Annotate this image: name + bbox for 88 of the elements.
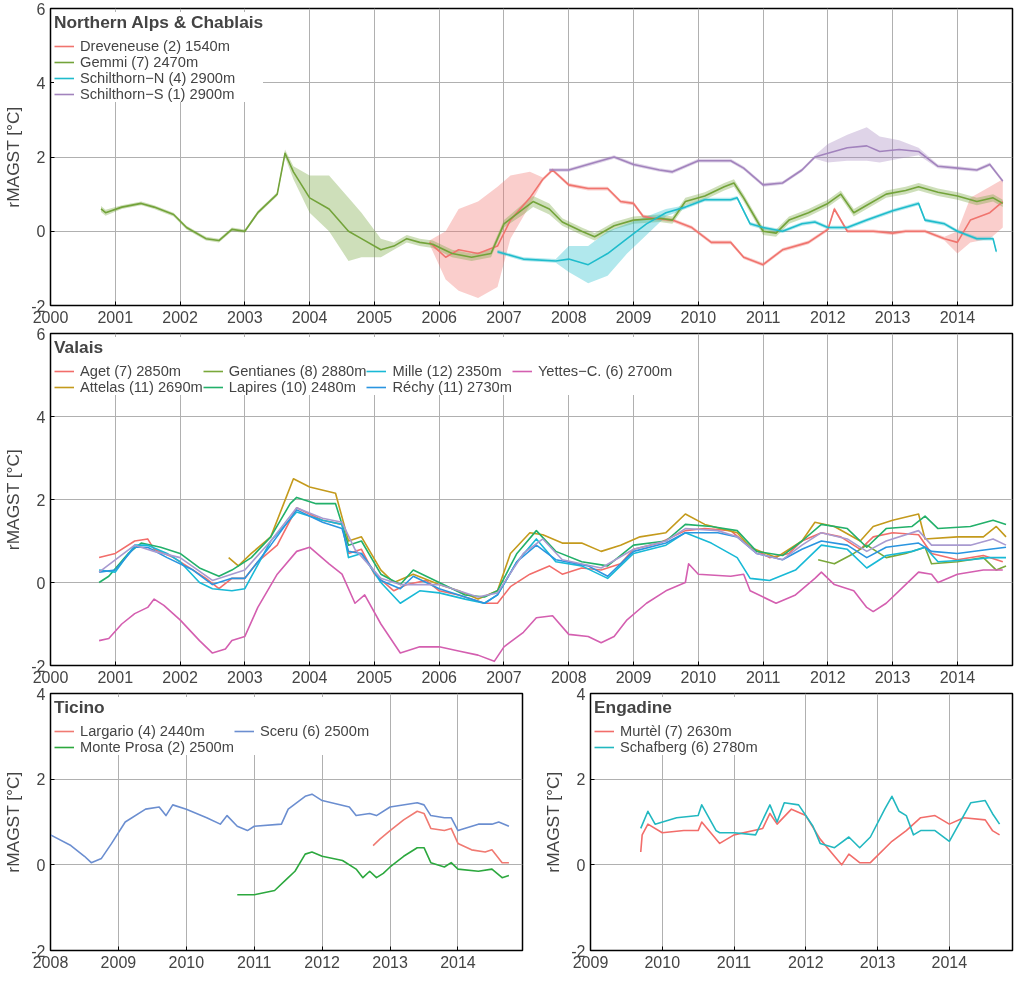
y-tick-label: 2: [576, 771, 586, 789]
y-tick-label: 4: [36, 74, 46, 92]
y-axis-title: rMAGST [°C]: [543, 771, 564, 873]
x-tick-label: 2011: [237, 953, 272, 971]
legend-label: Sceru (6) 2500m: [259, 723, 370, 739]
legend-label: Mille (12) 2350m: [392, 363, 502, 379]
y-tick-label: 0: [36, 223, 46, 241]
x-tick-label: 2014: [939, 668, 976, 686]
x-tick-label: 2006: [421, 668, 458, 686]
x-tick-label: 2012: [788, 953, 824, 971]
x-tick-label: 2011: [716, 953, 752, 971]
y-tick-label: 4: [36, 685, 46, 703]
x-tick-label: 2014: [440, 953, 476, 971]
x-tick-label: 2009: [615, 308, 652, 326]
x-tick-label: 2003: [227, 668, 263, 686]
x-tick-label: 2013: [874, 668, 911, 686]
y-tick-label: 2: [36, 491, 46, 509]
legend-label: Aget (7) 2850m: [80, 363, 182, 379]
x-tick-label: 2003: [227, 308, 263, 326]
x-tick-label: 2002: [162, 668, 198, 686]
legend-label: Dreveneuse (2) 1540m: [80, 38, 230, 54]
x-tick-label: 2012: [810, 308, 846, 326]
x-tick-label: 2010: [680, 668, 717, 686]
x-tick-label: 2004: [291, 668, 328, 686]
line-series: [496, 197, 998, 266]
x-tick-label: 2002: [162, 308, 198, 326]
legend-label: Lapires (10) 2480m: [228, 379, 356, 395]
legend-title: Ticino: [54, 697, 106, 718]
x-tick-label: 2011: [745, 668, 781, 686]
legend-label: Yettes−C. (6) 2700m: [537, 363, 673, 379]
line-series: [227, 477, 1007, 600]
line-series: [236, 846, 510, 896]
x-tick-label: 2013: [859, 953, 896, 971]
y-tick-label: 6: [36, 0, 46, 18]
legend-label: Monte Prosa (2) 2500m: [80, 739, 234, 755]
legend-title: Engadine: [594, 697, 673, 718]
line-series: [372, 810, 510, 864]
line-series: [98, 546, 1004, 663]
y-tick-label: 2: [36, 149, 46, 166]
x-tick-label: 2010: [644, 953, 681, 971]
x-tick-label: 2009: [100, 953, 137, 971]
x-tick-label: 2012: [810, 668, 846, 686]
x-tick-label: 2010: [680, 308, 717, 326]
line-series: [50, 793, 510, 864]
x-tick-label: 2013: [874, 308, 911, 326]
x-tick-label: 2004: [291, 308, 328, 326]
x-tick-label: 2005: [356, 668, 393, 686]
y-tick-label: 0: [576, 856, 586, 874]
x-tick-label: 2001: [97, 668, 134, 686]
legend-label: Attelas (11) 2690m: [80, 379, 203, 395]
y-tick-label: 0: [36, 856, 46, 874]
legend-label: Schilthorn−S (1) 2900m: [80, 86, 235, 102]
x-tick-label: 2007: [486, 668, 522, 686]
line-series: [428, 169, 1004, 266]
x-tick-label: 2006: [421, 308, 458, 326]
y-axis-title: rMAGST [°C]: [3, 106, 24, 208]
y-tick-label: 6: [36, 325, 46, 343]
legend-label: Réchy (11) 2730m: [392, 379, 512, 395]
legend-title: Northern Alps & Chablais: [54, 12, 264, 33]
x-tick-label: 2012: [304, 953, 341, 971]
x-tick-label: 2013: [372, 953, 408, 971]
legend-label: Schilthorn−N (4) 2900m: [80, 70, 236, 86]
y-tick-label: 4: [576, 685, 586, 703]
y-axis-title: rMAGST [°C]: [3, 449, 24, 551]
legend-label: Murtèl (7) 2630m: [620, 723, 732, 739]
legend-label: Schafberg (6) 2780m: [620, 739, 758, 755]
x-tick-label: 2014: [939, 308, 976, 326]
x-tick-label: 2007: [486, 308, 522, 326]
line-series: [639, 795, 1001, 849]
x-tick-label: 2014: [931, 953, 968, 971]
line-series: [639, 808, 1001, 866]
legend-title: Valais: [54, 337, 105, 358]
y-tick-label: 4: [36, 408, 46, 426]
x-tick-label: 2009: [615, 668, 652, 686]
legend-label: Largario (4) 2440m: [80, 723, 205, 739]
x-tick-label: 2008: [550, 668, 587, 686]
y-tick-label: 0: [36, 574, 46, 592]
y-axis-title: rMAGST [°C]: [3, 771, 24, 873]
legend-label: Gentianes (8) 2880m: [228, 363, 367, 379]
x-tick-label: 2011: [745, 308, 781, 326]
x-tick-label: 2010: [168, 953, 205, 971]
legend-label: Gemmi (7) 2470m: [80, 54, 199, 70]
line-series: [548, 145, 1004, 186]
y-tick-label: 2: [36, 771, 46, 789]
x-tick-label: 2008: [550, 308, 587, 326]
line-series: [817, 544, 1007, 571]
x-tick-label: 2001: [97, 308, 134, 326]
x-tick-label: 2005: [356, 308, 393, 326]
